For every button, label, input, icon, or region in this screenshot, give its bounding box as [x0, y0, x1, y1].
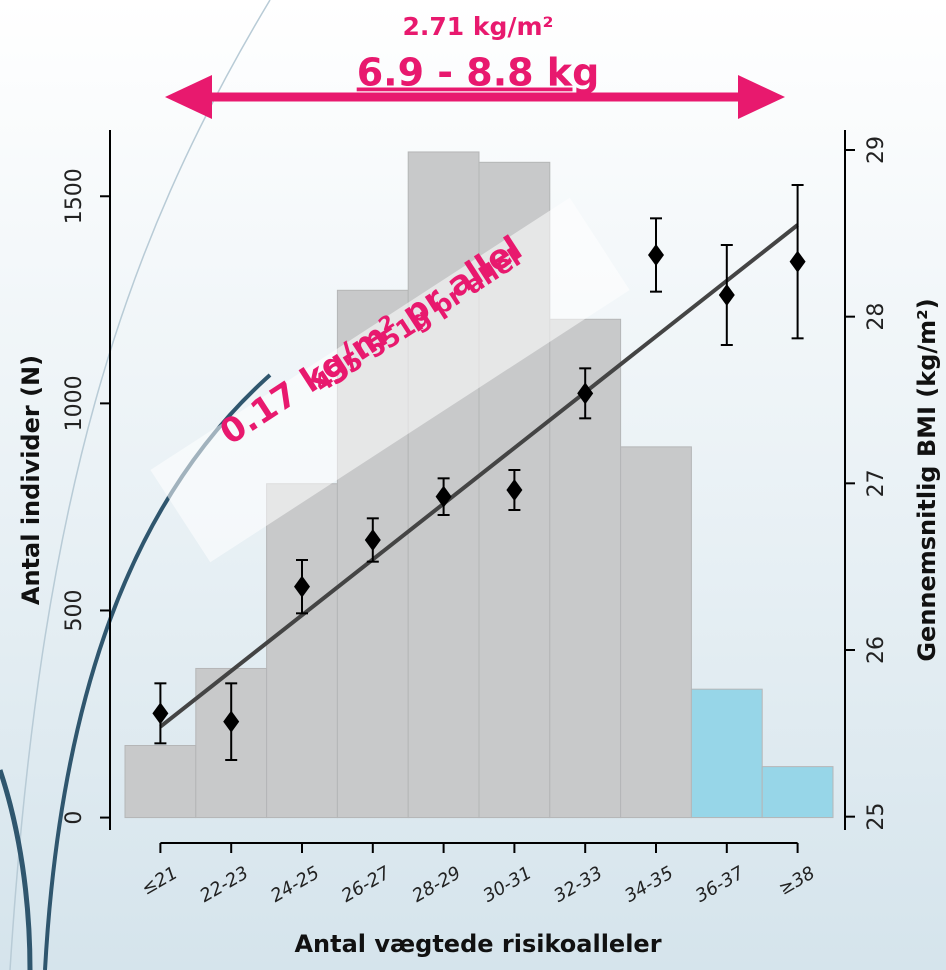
bar: [124, 745, 197, 819]
y-axis-label: Antal individer (N): [17, 355, 45, 605]
y2-tick-label: 29: [864, 136, 889, 164]
bmi-point: [435, 485, 452, 508]
band: [150, 197, 630, 563]
arrow-head: [165, 75, 212, 119]
bmi-point: [223, 710, 240, 733]
y-tick-label: 1500: [62, 168, 87, 224]
y2-tick-label: 28: [864, 303, 889, 331]
y2-tick-label: 27: [864, 469, 889, 497]
y2-axis-label: Gennemsnitlig BMI (kg/m²): [913, 298, 941, 661]
bmi-point: [577, 382, 594, 405]
annotation-band: [150, 197, 630, 563]
bmi-point: [294, 575, 310, 598]
y-tick-label: 1000: [62, 375, 87, 431]
y2-tick-label: 26: [864, 636, 889, 664]
bmi-point: [152, 702, 169, 725]
range-annotation: 6.9 - 8.8 kg: [357, 51, 600, 95]
bar: [761, 766, 834, 819]
x-axis-label: Antal vægtede risikoalleler: [294, 930, 661, 958]
bar: [266, 483, 338, 819]
bmi-point: [648, 244, 664, 266]
y-tick-label: 500: [62, 589, 87, 631]
arrow-head: [738, 75, 785, 119]
trend-line: [159, 223, 799, 729]
bmi-point: [789, 250, 806, 273]
y2-tick-label: 25: [864, 803, 889, 831]
bmi-point: [506, 479, 523, 501]
decor-curve: [0, 769, 33, 970]
bmi-point: [718, 284, 735, 306]
bar: [620, 446, 692, 819]
y-tick-label: 0: [62, 811, 87, 825]
range-arrow: [165, 75, 785, 119]
top-annotation: 2.71 kg/m²: [402, 12, 553, 41]
bmi-point: [364, 529, 381, 551]
bar: [690, 688, 763, 819]
